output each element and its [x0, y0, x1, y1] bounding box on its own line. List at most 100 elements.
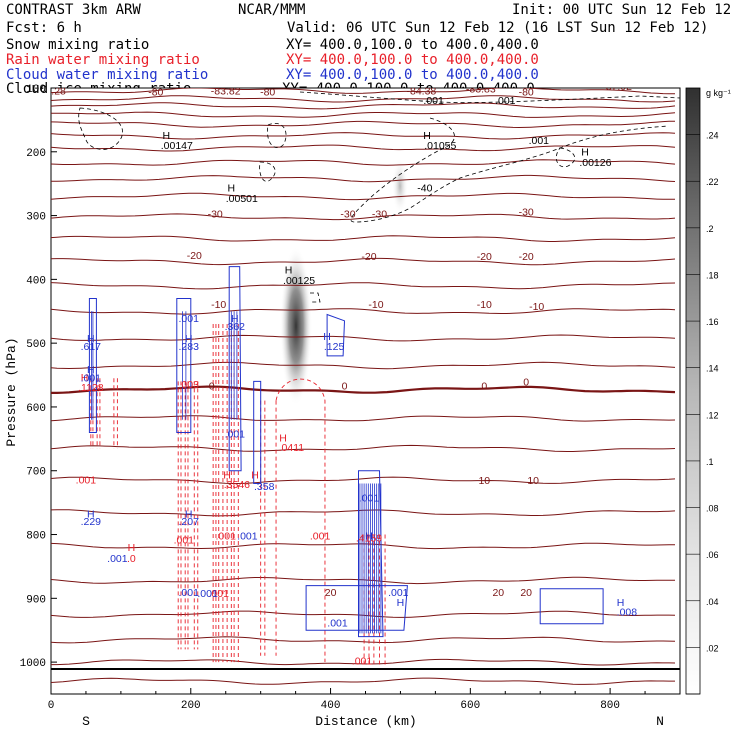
colorbar-tick-label: .12 — [706, 410, 719, 420]
field-xy-cloud-water: XY= 400.0,100.0 to 400.0,400.0 — [286, 67, 539, 83]
cloud-water-label: .001 — [225, 429, 246, 441]
y-tick-label: 1000 — [20, 658, 46, 670]
cloud-water-label: .001 — [359, 492, 380, 504]
cloud-ice-label: -40 — [417, 182, 432, 194]
cloud-water-label: H — [231, 313, 239, 325]
field-xy-snow: XY= 400.0,100.0 to 400.0,400.0 — [286, 37, 539, 53]
ice-contour-2 — [267, 123, 287, 149]
isotherm-line — [51, 257, 676, 266]
cloud-ice-label: H — [285, 265, 293, 277]
isotherm-line — [51, 636, 676, 644]
x-axis-label: Distance (km) — [315, 714, 416, 729]
isotherm-line — [51, 576, 675, 585]
y-tick-label: 300 — [26, 212, 46, 224]
isotherm-label: -80 — [260, 87, 275, 99]
ice-contour-6 — [555, 147, 576, 168]
x-tick-label: 200 — [181, 700, 201, 712]
cloud-water-label: .207 — [178, 516, 199, 528]
isotherm-line — [51, 144, 676, 152]
isotherm-line — [51, 610, 676, 618]
cloud-ice-contours — [78, 91, 680, 303]
cloud-water-label: .001 — [81, 372, 102, 384]
isotherm-label: -14.28 — [36, 85, 66, 97]
y-tick-label: 400 — [26, 275, 46, 287]
colorbar-tick-label: .24 — [706, 131, 719, 141]
forecast-hour: Fcst: 6 h — [6, 20, 82, 36]
isotherm-line — [51, 159, 676, 166]
rain-label: .3546 — [224, 479, 250, 491]
org-title: NCAR/MMM — [238, 2, 305, 18]
isotherm-line — [51, 111, 676, 118]
cloud-water-label: H — [365, 531, 373, 543]
isotherm-label: -87.02 — [602, 81, 632, 93]
isotherm-label: 0 — [481, 381, 487, 393]
x-end-left: S — [82, 714, 90, 729]
cloud-water-contour — [358, 470, 384, 638]
isotherm-line — [51, 385, 676, 394]
cloud-water-label: .001 — [178, 313, 199, 325]
isotherm-label: -20 — [187, 250, 202, 262]
isotherm-label: -10 — [529, 301, 544, 313]
colorbar-unit: g kg⁻¹ — [706, 88, 731, 98]
ice-contour-1 — [78, 107, 123, 150]
rain-labels: H.1128.003H.3546H.0411.001.001.001.001.0… — [76, 372, 383, 668]
rain-label: .001 — [310, 531, 331, 543]
ice-contour-3 — [259, 161, 276, 182]
isotherm-line — [51, 174, 676, 183]
isotherm-label: -83.83 — [466, 84, 496, 96]
colorbar: g kg⁻¹ .02 .04 .06 .08 .1 .12 .14 .16 .18 .2 .22 .2… — [685, 87, 731, 695]
cloud-ice-label: H — [228, 182, 236, 194]
cloud-water-label: H — [185, 333, 193, 345]
colorbar-tick-label: .22 — [706, 177, 719, 187]
cloud-water-contour — [326, 313, 346, 357]
isotherm-line — [51, 88, 675, 95]
rain-label: .1128 — [78, 382, 104, 394]
isotherm-label: -30 — [519, 207, 534, 219]
isotherm-line — [51, 476, 676, 484]
isotherm-label: -80 — [148, 87, 163, 99]
valid-time: Valid: 06 UTC Sun 12 Feb 12 (16 LST Sun … — [287, 20, 708, 36]
ice-contour-7 — [310, 292, 321, 303]
snow-shading-secondary — [392, 158, 408, 214]
cloud-water-label: .001 — [178, 587, 199, 599]
field-label-cloud-water: Cloud water mixing ratio — [6, 67, 208, 83]
isotherm-line — [51, 415, 676, 422]
cloud-water-label: H — [397, 597, 405, 609]
cloud-ice-label: .01055 — [424, 140, 456, 152]
isotherm-line — [51, 308, 676, 315]
cloud-water-label: .001 — [107, 553, 128, 565]
cloud-water-label: H — [323, 331, 331, 343]
rain-label: .001 — [215, 531, 236, 543]
y-tick-label: 600 — [26, 403, 46, 415]
rain-label: .001 — [76, 475, 97, 487]
isotherm-label: 10 — [478, 475, 490, 487]
x-tick-label: 0 — [48, 700, 55, 712]
cloud-water-contour — [176, 298, 192, 433]
isotherm-label: -83.82 — [211, 85, 241, 97]
rain-label: H — [279, 432, 287, 444]
y-tick-label: 900 — [26, 594, 46, 606]
y-axis-label: Pressure (hPa) — [4, 337, 19, 446]
x-end-right: N — [656, 714, 664, 729]
temperature-contours — [51, 88, 676, 685]
cloud-ice-label: H — [163, 130, 171, 142]
rain-label: H — [81, 372, 89, 384]
cloud-water-label: .362 — [225, 321, 246, 333]
isotherm-label: -10 — [368, 299, 383, 311]
isotherm-line — [51, 235, 676, 242]
isotherm-label: 0 — [523, 376, 529, 388]
isotherm-line — [51, 444, 676, 452]
isotherm-line — [51, 132, 676, 140]
cloud-water-label: .229 — [81, 516, 102, 528]
isotherm-label: 0 — [342, 381, 348, 393]
rain-label: .4159 — [356, 533, 382, 545]
cloud-water-contours — [88, 266, 604, 638]
isotherm-label: 0 — [209, 381, 215, 393]
colorbar-bar — [685, 87, 701, 695]
y-tick-label: 700 — [26, 467, 46, 479]
cloud-water-label: H — [87, 508, 95, 520]
isotherm-line — [51, 677, 675, 685]
rain-label: H — [251, 469, 259, 481]
isotherm-line — [51, 102, 676, 110]
